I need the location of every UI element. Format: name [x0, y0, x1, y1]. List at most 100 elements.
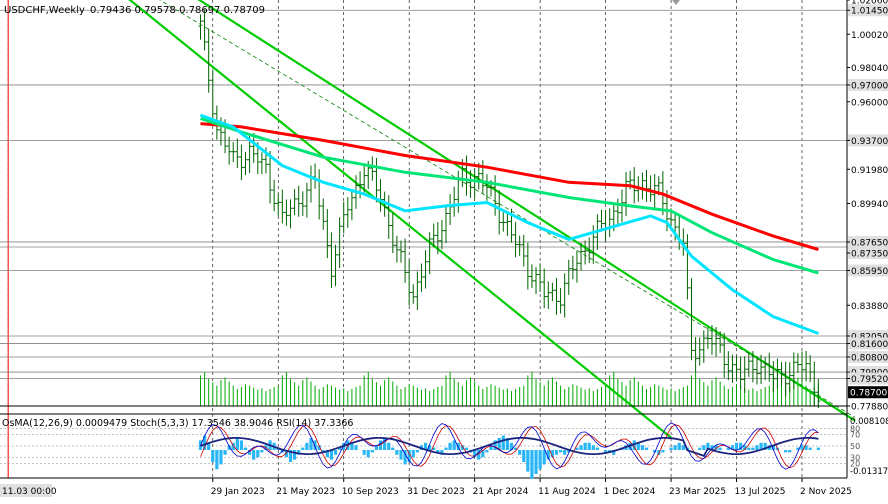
osma-histogram-bar: [235, 438, 239, 450]
osma-histogram-bar: [558, 450, 563, 453]
osma-histogram-bar: [530, 450, 534, 479]
osma-histogram-bar: [763, 442, 767, 450]
osma-histogram-bar: [239, 440, 244, 450]
osma-histogram-bar: [681, 445, 685, 450]
time-tick-label: 11.03 00:00: [2, 487, 57, 497]
osma-histogram-bar: [538, 450, 542, 470]
level-price-tag: [848, 264, 888, 277]
current-price-tag: [848, 386, 888, 399]
moving-average-ema-red: [200, 122, 819, 251]
osma-histogram-bar: [796, 447, 800, 450]
osma-histogram-bar: [714, 445, 718, 450]
osma-histogram-bar: [771, 445, 775, 450]
osma-histogram-bar: [436, 450, 440, 453]
current-price-label: 0.78700: [850, 389, 887, 399]
osma-histogram-bar: [669, 447, 673, 450]
osma-histogram-bar: [526, 450, 530, 472]
osma-histogram-bar: [636, 442, 640, 450]
osma-histogram-bar: [706, 442, 710, 450]
osma-histogram-bar: [718, 447, 722, 450]
osma-histogram-bar: [391, 447, 395, 450]
osma-histogram-bar: [734, 442, 739, 450]
time-tick-label: 13 Jul 2025: [735, 487, 786, 497]
osma-histogram-bar: [677, 442, 681, 450]
osma-histogram-bar: [460, 445, 464, 450]
osma-histogram-bar: [489, 445, 493, 450]
osma-histogram-bar: [293, 450, 297, 460]
osma-histogram-bar: [743, 445, 747, 450]
osma-histogram-bar: [612, 450, 616, 455]
price-tick-label: 0.82050: [851, 332, 888, 342]
osma-histogram-bar: [338, 447, 342, 450]
osma-histogram-bar: [387, 442, 391, 450]
osma-histogram-bar: [698, 447, 702, 450]
osma-histogram-bar: [411, 450, 415, 458]
osma-histogram-bar: [415, 450, 419, 453]
time-tick-label: 31 Dec 2023: [407, 487, 465, 497]
osma-histogram-bar: [726, 447, 730, 450]
osma-histogram-bar: [595, 447, 600, 450]
osma-histogram-bar: [473, 450, 477, 458]
time-tick-label: 1 Dec 2024: [604, 487, 656, 497]
price-tick-label: 0.79520: [851, 375, 888, 385]
osma-histogram-bar: [501, 435, 505, 450]
price-tick-label: 1.02060: [851, 0, 888, 7]
time-cursor-tag: [0, 484, 52, 497]
osma-histogram-bar: [366, 450, 370, 458]
price-tick-label: 0.93700: [851, 137, 888, 147]
osc-level-label: 70: [850, 430, 860, 439]
osma-histogram-bar: [374, 445, 379, 450]
osma-histogram-bar: [313, 440, 317, 450]
osma-histogram-bar: [305, 442, 309, 450]
indicator-header: OsMA(12,26,9) 0.0009479 Stoch(5,3,3) 17.…: [2, 418, 353, 429]
price-tick-label: 0.89940: [851, 200, 888, 210]
osma-histogram-bar: [370, 450, 374, 453]
osma-histogram-bar: [223, 450, 227, 455]
osma-histogram-bar: [321, 450, 325, 453]
price-tick-label: 0.96000: [851, 98, 888, 108]
level-price-tag: [848, 246, 888, 259]
osc-min-label: -0.013172: [850, 467, 888, 477]
osma-histogram-bar: [661, 450, 665, 453]
osma-histogram-bar: [784, 450, 788, 453]
price-tick-label: 0.97000: [851, 81, 888, 91]
osma-histogram-bar: [407, 450, 411, 462]
osc-level-label: 80: [850, 425, 860, 434]
time-tick-label: 11 Aug 2024: [538, 487, 596, 497]
level-price-tag: [848, 78, 888, 91]
time-tick-label: 10 Sep 2023: [342, 487, 399, 497]
osma-histogram-bar: [632, 440, 636, 450]
osma-histogram-bar: [301, 447, 305, 450]
osma-histogram-bar: [350, 442, 354, 450]
osma-histogram-bar: [448, 442, 452, 450]
osc-level-label: 20: [850, 459, 860, 468]
osma-histogram-bar: [288, 450, 293, 462]
osma-histogram-bar: [477, 450, 481, 460]
osma-histogram-bar: [509, 442, 514, 450]
osma-histogram-bar: [575, 447, 579, 450]
chart-header-symbol: USDCHF,Weekly: [4, 5, 85, 16]
osma-histogram-bar: [640, 445, 645, 450]
osma-histogram-bar: [456, 442, 460, 450]
price-tick-label: 0.87350: [851, 249, 888, 259]
osma-histogram-bar: [804, 445, 808, 450]
osma-histogram-bar: [395, 450, 399, 455]
osma-histogram-bar: [730, 445, 735, 450]
osma-histogram-bar: [317, 445, 321, 450]
osma-histogram-bar: [231, 442, 235, 450]
level-price-tag: [848, 235, 888, 248]
price-tick-label: 0.85950: [851, 267, 888, 277]
osma-histogram-bar: [423, 442, 428, 450]
osma-histogram-bar: [755, 445, 759, 450]
osma-histogram-bar: [554, 450, 559, 455]
price-tick-label: 0.80800: [851, 353, 888, 363]
osma-histogram-bar: [759, 442, 763, 450]
osma-histogram-bar: [739, 442, 743, 450]
price-tick-label: 1.00020: [851, 31, 888, 41]
osc-max-label: 0.008108: [850, 417, 888, 427]
osma-histogram-bar: [673, 445, 677, 450]
time-tick-label: 29 Jan 2023: [211, 487, 265, 497]
osma-histogram-bar: [808, 447, 812, 450]
